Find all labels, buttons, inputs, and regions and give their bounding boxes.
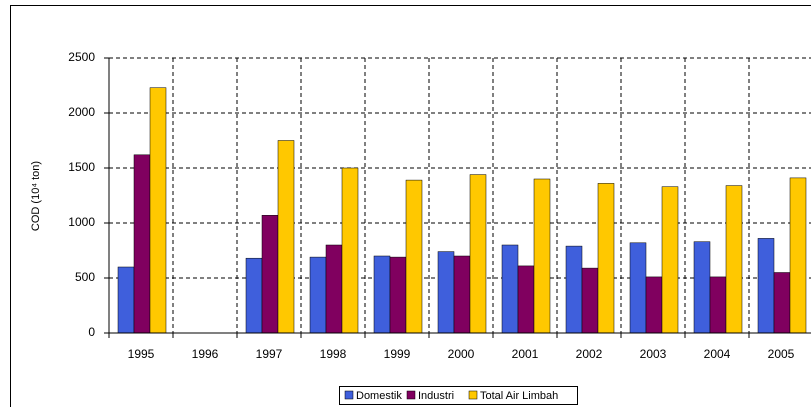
y-tick-label: 500 [75,270,95,284]
bar [437,251,455,334]
bar [389,256,407,334]
bar [757,238,775,334]
y-tick-label: 0 [88,325,95,339]
bar [405,179,423,334]
bar [277,140,295,334]
x-tick-label: 2002 [576,347,603,361]
legend-label: Total Air Limbah [480,390,558,402]
legend-swatch [344,390,354,400]
bar [309,256,327,334]
y-tick-label: 2500 [68,50,95,64]
legend-swatch [468,390,478,400]
bar [709,276,727,334]
x-tick-label: 2001 [512,347,539,361]
bar [725,185,743,334]
bar [789,177,807,334]
x-tick-label: 1997 [256,347,283,361]
bar [453,255,471,334]
x-tick-label: 2003 [640,347,667,361]
bar [597,183,615,334]
x-tick-label: 1998 [320,347,347,361]
legend-label: Domestik [356,390,402,402]
y-tick-label: 1500 [68,160,95,174]
bar [261,215,279,334]
x-tick-label: 1995 [128,347,155,361]
legend-box [339,386,578,405]
bar [581,267,599,334]
bar [133,154,151,334]
bar [565,245,583,334]
bar [117,266,135,334]
bar [517,265,535,334]
x-tick-label: 1996 [192,347,219,361]
bar [661,186,679,334]
x-tick-label: 1999 [384,347,411,361]
bar [325,244,343,334]
bar [533,178,551,334]
bar [149,87,167,334]
bar [773,272,791,334]
bar [469,174,487,334]
bar [645,276,663,334]
y-tick-label: 1000 [68,215,95,229]
x-tick-label: 2005 [768,347,795,361]
bar [341,167,359,334]
bar [245,257,263,334]
legend-label: Industri [418,390,454,402]
bar [629,242,647,334]
x-tick-label: 2004 [704,347,731,361]
bar [373,255,391,334]
y-tick-label: 2000 [68,105,95,119]
x-tick-label: 2000 [448,347,475,361]
y-axis-label: COD (10⁴ ton) [30,161,42,231]
bar [501,244,519,334]
legend-swatch [406,390,416,400]
bar [693,241,711,334]
